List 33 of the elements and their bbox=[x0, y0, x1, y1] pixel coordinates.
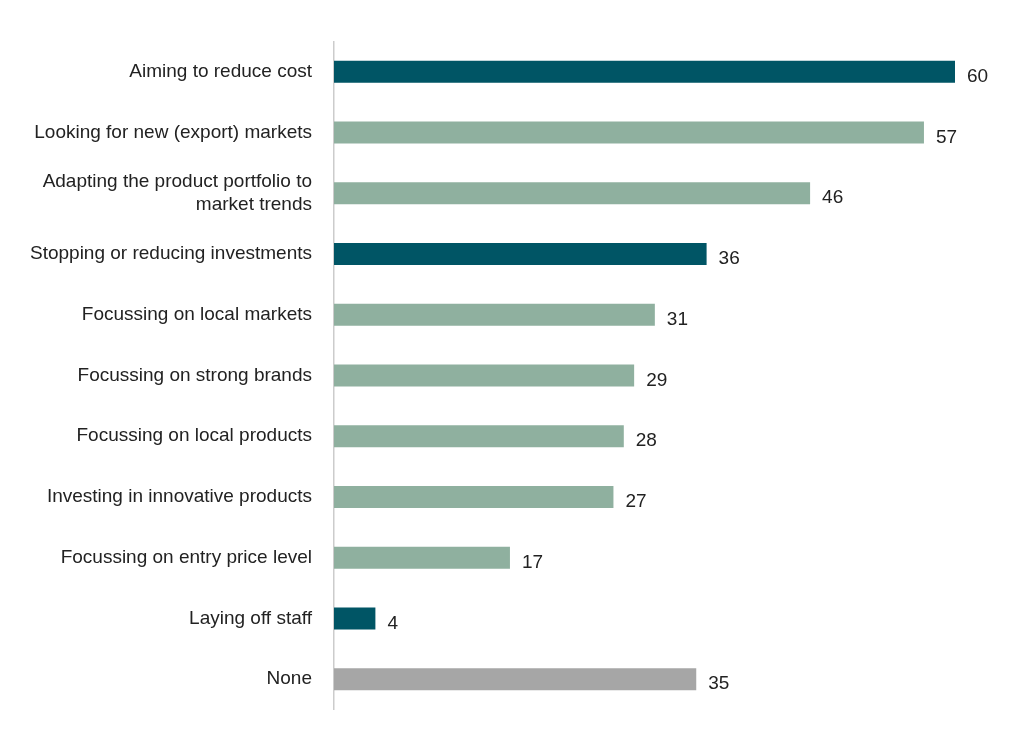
bar bbox=[333, 303, 655, 326]
y-tick-label: Focussing on local products bbox=[76, 424, 312, 446]
data-label: 27 bbox=[625, 490, 647, 512]
bar bbox=[333, 607, 376, 630]
y-tick-label: Laying off staff bbox=[189, 606, 313, 628]
data-label: 29 bbox=[646, 368, 668, 390]
bar bbox=[333, 425, 624, 448]
y-tick-label: None bbox=[266, 667, 312, 689]
bar bbox=[333, 668, 697, 691]
bar bbox=[333, 364, 635, 387]
data-label: 36 bbox=[718, 247, 740, 269]
data-label: 46 bbox=[822, 186, 844, 208]
bar bbox=[333, 121, 924, 144]
y-tick-label: Focussing on strong brands bbox=[77, 363, 312, 385]
data-label: 31 bbox=[666, 307, 688, 329]
data-label: 35 bbox=[708, 672, 730, 694]
data-label: 17 bbox=[521, 550, 544, 572]
y-tick-label: Aiming to reduce cost bbox=[129, 60, 313, 82]
data-label: 28 bbox=[635, 429, 657, 451]
y-tick-label: Focussing on entry price level bbox=[60, 545, 312, 567]
data-label: 57 bbox=[935, 125, 958, 147]
y-tick-label: Looking for new (export) markets bbox=[34, 120, 312, 142]
data-label: 60 bbox=[967, 65, 989, 87]
bar bbox=[333, 182, 811, 205]
bar bbox=[333, 60, 955, 83]
y-tick-label: Stopping or reducing investments bbox=[29, 242, 312, 264]
y-tick-label: Adapting the product portfolio to market trends bbox=[42, 170, 312, 214]
bar bbox=[333, 243, 707, 265]
y-tick-label: Focussing on local markets bbox=[81, 302, 312, 324]
data-label: 4 bbox=[387, 611, 399, 633]
bar bbox=[333, 486, 614, 508]
y-tick-label: Investing in innovative products bbox=[46, 485, 312, 507]
bar bbox=[333, 546, 510, 569]
